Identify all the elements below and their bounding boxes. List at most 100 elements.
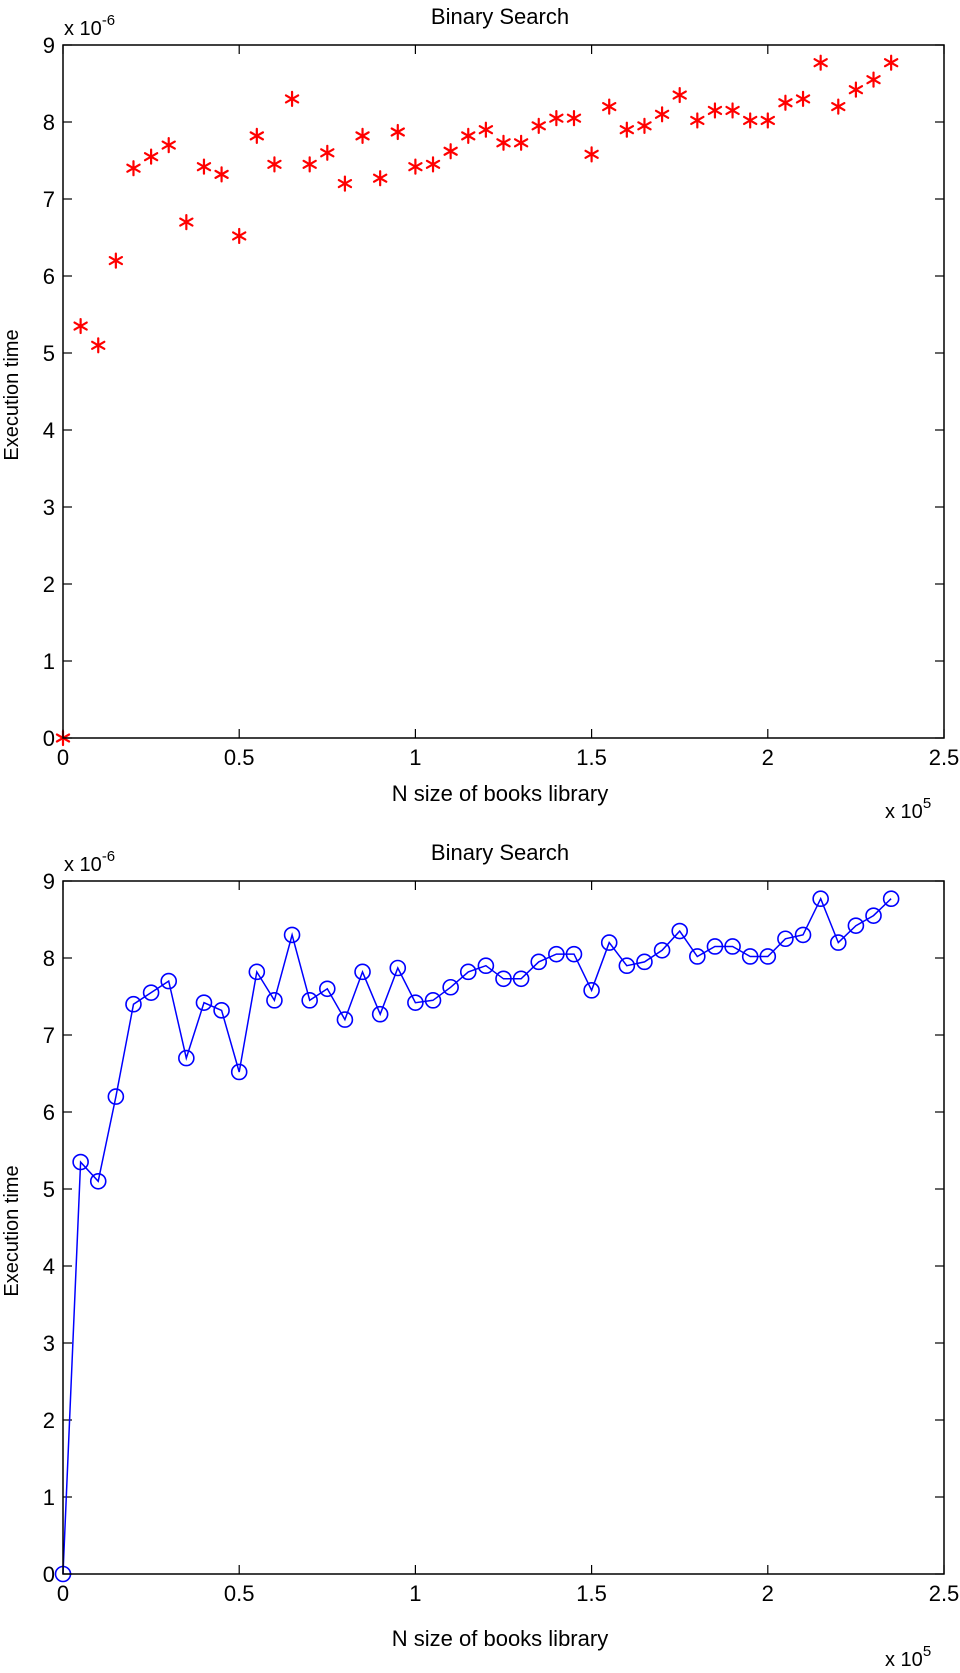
x-axis-label: N size of books library <box>392 781 608 806</box>
data-point-asterisk <box>337 175 353 192</box>
data-point-asterisk <box>619 121 635 138</box>
data-point-circle <box>583 982 600 999</box>
data-point-circle <box>389 959 407 977</box>
x-tick-label: 2 <box>762 1581 774 1606</box>
data-point-asterisk <box>654 106 670 123</box>
data-point-circle <box>442 978 459 996</box>
data-point-circle <box>689 948 706 965</box>
y-axis-label: Execution time <box>1 329 23 460</box>
data-point-circle <box>759 948 777 965</box>
data-point-asterisk <box>267 156 282 173</box>
plot-area-frame <box>62 880 945 1575</box>
data-point-circle <box>812 890 829 908</box>
x-tick-label: 0.5 <box>224 1581 255 1606</box>
x-tick-label: 1.5 <box>576 745 607 770</box>
y-tick-label: 8 <box>43 110 55 135</box>
data-point-circle <box>318 980 336 998</box>
data-point-asterisk <box>390 123 405 141</box>
data-point-asterisk <box>214 166 229 183</box>
data-point-asterisk <box>161 137 176 154</box>
data-point-asterisk <box>461 127 476 144</box>
data-point-asterisk <box>672 86 687 104</box>
x-tick-label: 0.5 <box>224 745 255 770</box>
data-point-circle <box>160 972 178 990</box>
data-point-circle <box>495 970 512 988</box>
plot-area-frame <box>62 44 945 739</box>
data-point-asterisk <box>883 54 899 71</box>
data-point-asterisk <box>566 110 582 127</box>
y-tick-label: 4 <box>43 418 55 443</box>
data-point-circle <box>283 926 301 944</box>
y-tick-label: 5 <box>43 341 55 366</box>
y-tick-label: 9 <box>43 869 55 894</box>
y-tick-label: 6 <box>43 1100 55 1125</box>
y-tick-label: 6 <box>43 264 55 289</box>
data-point-circle <box>213 1002 230 1019</box>
data-point-asterisk <box>866 71 881 88</box>
y-tick-label: 0 <box>43 726 55 751</box>
data-point-asterisk <box>690 112 705 129</box>
x-axis-label: N size of books library <box>392 1626 608 1651</box>
data-point-circle <box>248 963 266 981</box>
data-point-circle <box>829 934 847 951</box>
data-point-asterisk <box>742 112 758 129</box>
data-point-asterisk <box>549 110 564 127</box>
data-point-circle <box>794 926 812 944</box>
data-point-asterisk <box>232 227 247 245</box>
data-point-asterisk <box>760 112 775 129</box>
data-point-circle <box>266 992 283 1009</box>
data-point-circle <box>407 994 424 1011</box>
y-tick-label: 9 <box>43 33 55 58</box>
data-point-circle <box>336 1011 354 1028</box>
data-point-circle <box>142 984 160 1001</box>
data-point-circle <box>72 1153 89 1171</box>
data-point-asterisk <box>91 337 106 354</box>
data-point-asterisk <box>302 156 317 173</box>
data-point-asterisk <box>531 117 546 134</box>
binary-search-scatter-chart: Binary Search N size of books library Ex… <box>1 4 960 823</box>
data-point-circle <box>618 957 636 974</box>
data-point-circle <box>636 953 653 971</box>
data-point-circle <box>354 963 371 981</box>
data-point-circle <box>706 938 724 955</box>
y-tick-label: 4 <box>43 1254 55 1279</box>
data-point-circle <box>301 992 318 1009</box>
data-point-circle <box>195 994 213 1011</box>
data-point-asterisk <box>831 98 846 115</box>
data-point-asterisk <box>179 214 194 231</box>
x-tick-label: 1 <box>409 1581 421 1606</box>
data-point-asterisk <box>425 156 441 173</box>
x-tick-label: 1.5 <box>576 1581 607 1606</box>
data-point-circle <box>424 992 442 1009</box>
y-tick-label: 7 <box>43 187 55 212</box>
data-point-asterisk <box>778 94 793 111</box>
y-tick-label: 7 <box>43 1023 55 1048</box>
data-point-asterisk <box>443 143 458 160</box>
binary-search-line-chart: Binary Search N size of books library Ex… <box>1 840 959 1671</box>
data-point-asterisk <box>584 146 599 163</box>
scatter-chart-panel: Binary Search N size of books library Ex… <box>0 0 960 836</box>
x-exponent-label: x 105 <box>885 1643 931 1671</box>
y-tick-label: 3 <box>43 1331 55 1356</box>
chart-title: Binary Search <box>431 840 569 865</box>
data-point-circle <box>548 945 565 963</box>
chart-title: Binary Search <box>431 4 569 29</box>
data-point-asterisk <box>284 90 300 108</box>
data-point-circle <box>653 942 671 959</box>
x-tick-label: 2.5 <box>929 745 960 770</box>
data-point-circle <box>600 934 618 951</box>
y-tick-label: 0 <box>43 1562 55 1587</box>
data-point-asterisk <box>408 158 423 175</box>
x-tick-label: 0 <box>57 745 69 770</box>
y-tick-label: 1 <box>43 1485 55 1510</box>
data-point-asterisk <box>813 54 828 71</box>
data-point-circle <box>671 922 689 940</box>
data-point-asterisk <box>249 127 265 144</box>
x-tick-label: 0 <box>57 1581 69 1606</box>
data-point-circle <box>459 963 477 981</box>
data-point-asterisk <box>848 81 864 98</box>
data-point-circle <box>178 1049 195 1067</box>
y-tick-label: 3 <box>43 495 55 520</box>
data-point-asterisk <box>108 252 124 269</box>
data-point-circle <box>230 1063 248 1081</box>
